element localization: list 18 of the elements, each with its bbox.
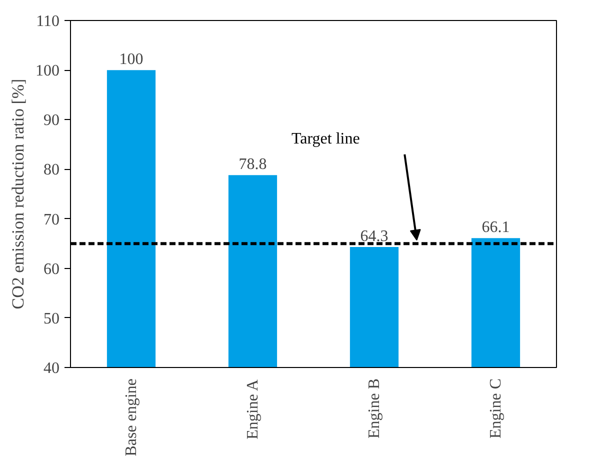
x-tick-label: Engine A [244,378,262,440]
y-tick-label: 80 [44,162,60,179]
x-tick-label: Base engine [122,378,140,456]
y-tick-label: 100 [36,62,60,80]
data-label: 64.3 [360,228,388,246]
y-tick-label: 60 [44,260,60,278]
data-label: 78.8 [238,156,267,174]
x-tick-label: Engine B [366,378,383,438]
y-tick-label: 50 [44,310,60,328]
annotation: Target line [291,130,360,148]
y-tick-label: 40 [44,360,60,377]
y-axis-title: CO2 emission reduction ratio [%] [8,78,28,310]
y-tick-label: 90 [44,112,60,130]
data-label: 100 [119,51,144,68]
data-label: 66.1 [482,219,510,236]
x-tick-label: Engine C [487,378,504,438]
y-tick-label: 70 [44,211,60,228]
y-tick-label: 110 [36,13,60,30]
